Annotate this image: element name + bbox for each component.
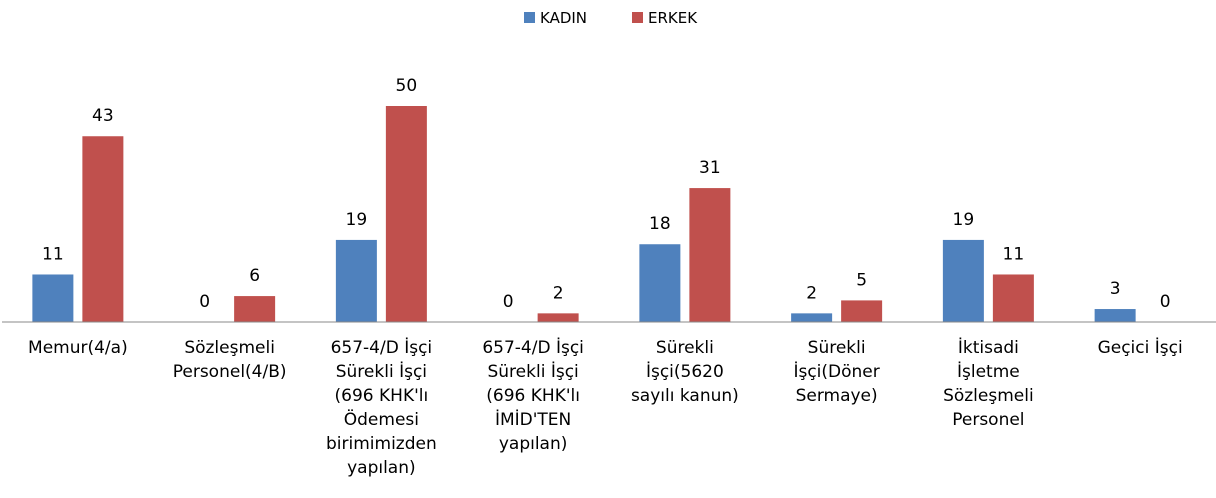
bar xyxy=(791,313,833,322)
value-label: 19 xyxy=(346,210,368,230)
legend-label: KADIN xyxy=(540,9,587,27)
value-label: 5 xyxy=(856,270,867,290)
bar xyxy=(537,313,579,322)
x-tick-label: İktisadi İşletme Sözleşmeli Personel xyxy=(943,338,1034,430)
legend-swatch xyxy=(632,12,643,23)
bar xyxy=(335,239,377,322)
x-tick-label: 657-4/D İşçi Sürekli İşçi (696 KHK'lı İM… xyxy=(482,338,584,454)
x-tick-label: 657-4/D İşçi Sürekli İşçi (696 KHK'lı Öd… xyxy=(326,338,437,478)
value-label: 11 xyxy=(42,244,64,264)
bar xyxy=(689,188,731,322)
bar xyxy=(82,136,124,322)
value-label: 3 xyxy=(1110,279,1121,299)
value-label: 0 xyxy=(503,292,514,312)
bar xyxy=(385,106,427,322)
value-label: 18 xyxy=(649,214,671,234)
value-label: 31 xyxy=(699,158,721,178)
value-label: 19 xyxy=(953,210,975,230)
value-label: 50 xyxy=(396,76,418,96)
bar xyxy=(942,239,984,322)
x-tick-label: Sürekli İşçi(Döner Sermaye) xyxy=(793,338,880,406)
x-tick-label: Sözleşmeli Personel(4/B) xyxy=(172,338,287,382)
value-label: 43 xyxy=(92,106,114,126)
x-tick-label: Geçici İşçi xyxy=(1097,338,1183,358)
value-label: 2 xyxy=(553,283,564,303)
value-label: 6 xyxy=(249,266,260,286)
bar xyxy=(1094,309,1136,322)
bar xyxy=(841,300,883,322)
value-label: 11 xyxy=(1003,244,1025,264)
x-tick-label: Sürekli İşçi(5620 sayılı kanun) xyxy=(630,338,739,406)
x-tick-label: Memur(4/a) xyxy=(28,338,128,358)
value-label: 0 xyxy=(199,292,210,312)
bar xyxy=(32,274,74,322)
bar xyxy=(992,274,1034,322)
legend-label: ERKEK xyxy=(648,9,698,27)
value-label: 2 xyxy=(806,283,817,303)
legend-swatch xyxy=(524,12,535,23)
value-label: 0 xyxy=(1160,292,1171,312)
bar xyxy=(639,244,681,322)
bar xyxy=(234,296,276,322)
